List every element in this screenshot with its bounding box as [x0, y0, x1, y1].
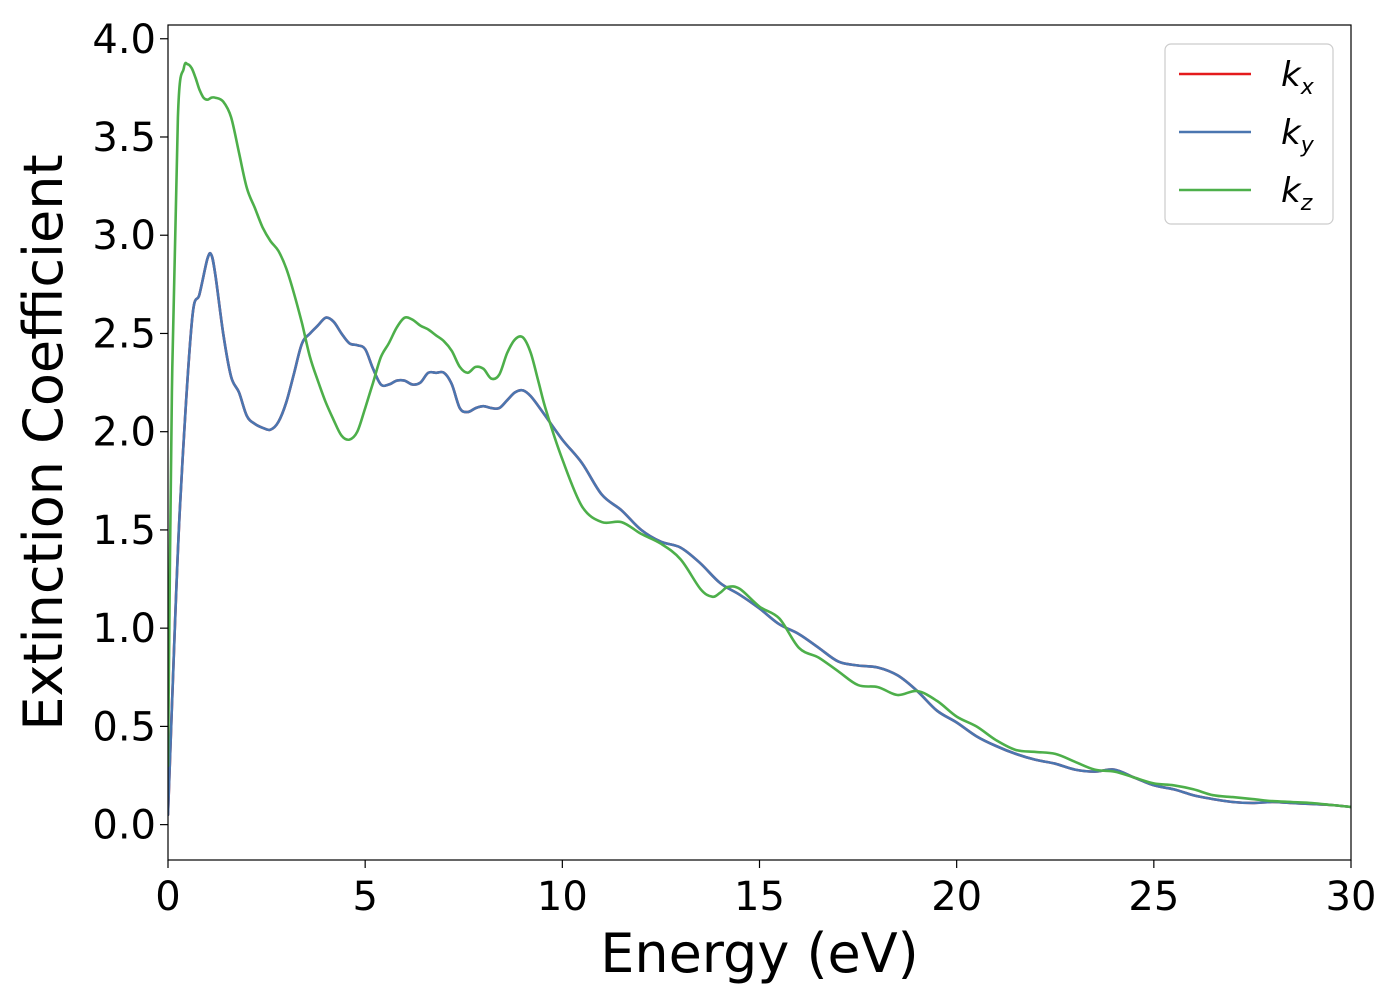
y-tick-label: 3.0 [92, 213, 156, 259]
y-tick-label: 0.0 [92, 803, 156, 849]
y-tick-label: 2.5 [92, 311, 156, 357]
y-tick-label: 0.5 [92, 704, 156, 750]
x-axis: 0 5 10 15 20 25 30 [155, 860, 1376, 920]
series-layer [168, 61, 1351, 817]
y-axis: 0.0 0.5 1.0 1.5 2.0 2.5 3.0 3.5 4.0 [92, 17, 168, 849]
x-tick-label: 10 [537, 874, 588, 920]
series-line-k-z [168, 61, 1351, 809]
x-tick-label: 15 [734, 874, 785, 920]
y-tick-label: 4.0 [92, 17, 156, 63]
x-tick-label: 0 [155, 874, 180, 920]
legend-label-k-x: kx [1281, 55, 1315, 100]
legend-label-k-y: ky [1281, 113, 1315, 158]
series-line-k-y [168, 251, 1351, 817]
x-tick-label: 25 [1128, 874, 1179, 920]
y-axis-title: Extinction Coefficient [12, 154, 75, 730]
y-tick-label: 1.5 [92, 508, 156, 554]
legend-box [1164, 43, 1334, 225]
x-tick-label: 20 [931, 874, 982, 920]
x-tick-label: 30 [1326, 874, 1377, 920]
legend-label-k-z: kz [1281, 171, 1313, 216]
y-tick-label: 3.5 [92, 115, 156, 161]
legend: kx ky kz [1164, 43, 1334, 225]
y-tick-label: 1.0 [92, 606, 156, 652]
y-tick-label: 2.0 [92, 410, 156, 456]
x-tick-label: 5 [352, 874, 377, 920]
x-axis-title: Energy (eV) [600, 922, 919, 985]
